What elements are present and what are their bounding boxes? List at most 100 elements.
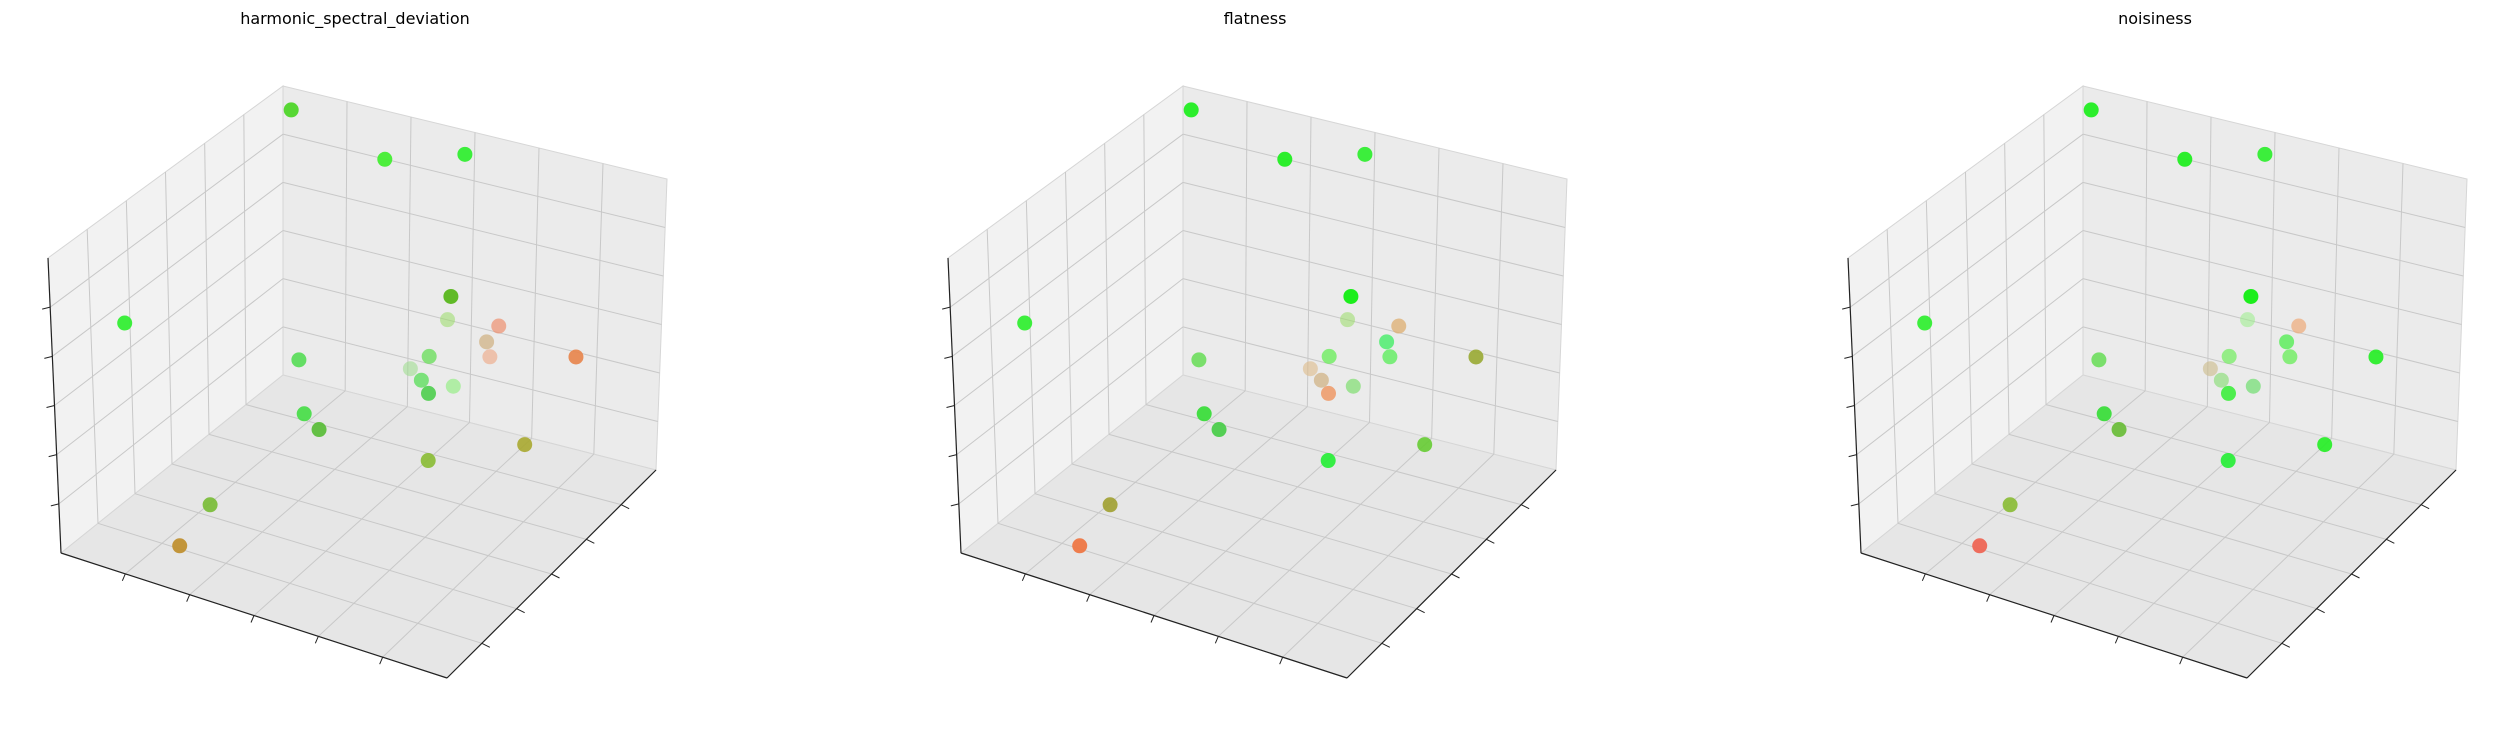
scatter-point xyxy=(1211,422,1227,438)
y-tick xyxy=(551,573,560,579)
scatter-point xyxy=(2221,348,2237,364)
scatter-point xyxy=(377,151,393,167)
scatter-point xyxy=(413,372,429,388)
subplot-title: noisiness xyxy=(2118,9,2192,28)
scatter-point xyxy=(1277,151,1293,167)
scatter-point xyxy=(1972,538,1988,554)
scatter-point xyxy=(568,349,584,365)
scatter-point xyxy=(2279,334,2295,350)
scatter-point xyxy=(2002,497,2018,513)
scatter-point xyxy=(1391,318,1407,334)
scatter-point xyxy=(2220,453,2236,469)
x-tick xyxy=(1214,636,1219,644)
z-tick xyxy=(48,454,57,458)
x-tick xyxy=(2050,615,2055,623)
scatter-point xyxy=(445,378,461,394)
z-tick xyxy=(948,454,957,458)
subplot-harmonic-spectral-deviation: harmonic_spectral_deviation xyxy=(42,9,668,679)
x-tick xyxy=(1086,594,1091,602)
scatter-point xyxy=(402,361,418,377)
y-tick xyxy=(516,608,525,614)
subplot-flatness: flatness xyxy=(942,9,1568,679)
scatter-point xyxy=(1321,348,1337,364)
scatter-point xyxy=(1191,352,1207,368)
scatter-point xyxy=(283,102,299,118)
scatter-point xyxy=(2257,146,2273,162)
scatter-point xyxy=(2282,349,2298,365)
y-tick xyxy=(1381,642,1391,648)
x-tick xyxy=(2114,636,2119,644)
gridline xyxy=(1145,404,1522,506)
x-tick xyxy=(250,615,255,623)
x-tick xyxy=(1150,615,1155,623)
scatter-point xyxy=(491,318,507,334)
scatter-point xyxy=(172,538,188,554)
axes-3d xyxy=(1842,85,2468,679)
gridline xyxy=(1182,133,1566,228)
scatter-point xyxy=(117,315,133,331)
scatter-point xyxy=(517,437,533,453)
scatter-point xyxy=(2221,385,2236,401)
z-tick xyxy=(944,355,953,359)
scatter-point xyxy=(479,334,495,350)
y-tick xyxy=(2420,504,2430,510)
gridline xyxy=(49,133,284,308)
scatter-point xyxy=(296,406,312,422)
axes-3d xyxy=(42,85,668,679)
y-tick xyxy=(2281,642,2291,648)
x-tick xyxy=(1279,656,1284,665)
gridline xyxy=(2082,133,2466,228)
scatter-point xyxy=(2240,312,2256,328)
y-tick xyxy=(2316,608,2325,614)
scatter-point xyxy=(2083,102,2099,118)
scatter-point xyxy=(1072,538,1088,554)
scatter-point xyxy=(2291,318,2307,334)
y-tick xyxy=(481,642,491,648)
x-tick xyxy=(2179,656,2184,665)
scatter-point xyxy=(1313,372,1329,388)
gridline xyxy=(245,404,622,506)
x-tick xyxy=(1986,594,1991,602)
scatter-point xyxy=(2096,406,2112,422)
y-tick xyxy=(1416,608,1425,614)
scatter-point xyxy=(1468,349,1484,365)
x-tick xyxy=(379,656,384,665)
x-tick xyxy=(314,636,319,644)
y-tick xyxy=(1451,573,1460,579)
scatter-point xyxy=(2245,378,2261,394)
x-tick xyxy=(186,594,191,602)
subplot-title: flatness xyxy=(1224,9,1287,28)
z-tick xyxy=(950,503,959,507)
scatter-point xyxy=(1343,288,1359,304)
scatter-point xyxy=(2177,151,2193,167)
y-tick xyxy=(2386,538,2395,544)
scatter-point xyxy=(1320,453,1336,469)
z-tick xyxy=(1846,405,1855,408)
gridline xyxy=(2045,404,2422,506)
scatter-point xyxy=(2368,349,2384,365)
z-tick xyxy=(1844,355,1853,359)
z-tick xyxy=(942,306,951,310)
x-tick xyxy=(1021,573,1026,582)
y-tick xyxy=(1486,538,1495,544)
axes-3d xyxy=(942,85,1568,679)
y-tick xyxy=(1520,504,1530,510)
scatter-point xyxy=(482,349,498,365)
scatter-point xyxy=(421,385,436,401)
scatter-point xyxy=(1379,334,1395,350)
x-tick xyxy=(121,573,126,582)
scatter-point xyxy=(1382,349,1398,365)
scatter-point xyxy=(457,146,473,162)
scatter-point xyxy=(1417,437,1433,453)
scatter-point xyxy=(1917,315,1933,331)
scatter-point xyxy=(1340,312,1356,328)
scatter-point xyxy=(1183,102,1199,118)
scatter-point xyxy=(2202,361,2218,377)
gridline xyxy=(949,133,1184,308)
z-tick xyxy=(1848,454,1857,458)
z-tick xyxy=(46,405,55,408)
scatter-point xyxy=(2317,437,2333,453)
scatter-point xyxy=(1345,378,1361,394)
scatter-point xyxy=(1102,497,1118,513)
scatter-point xyxy=(420,453,436,469)
